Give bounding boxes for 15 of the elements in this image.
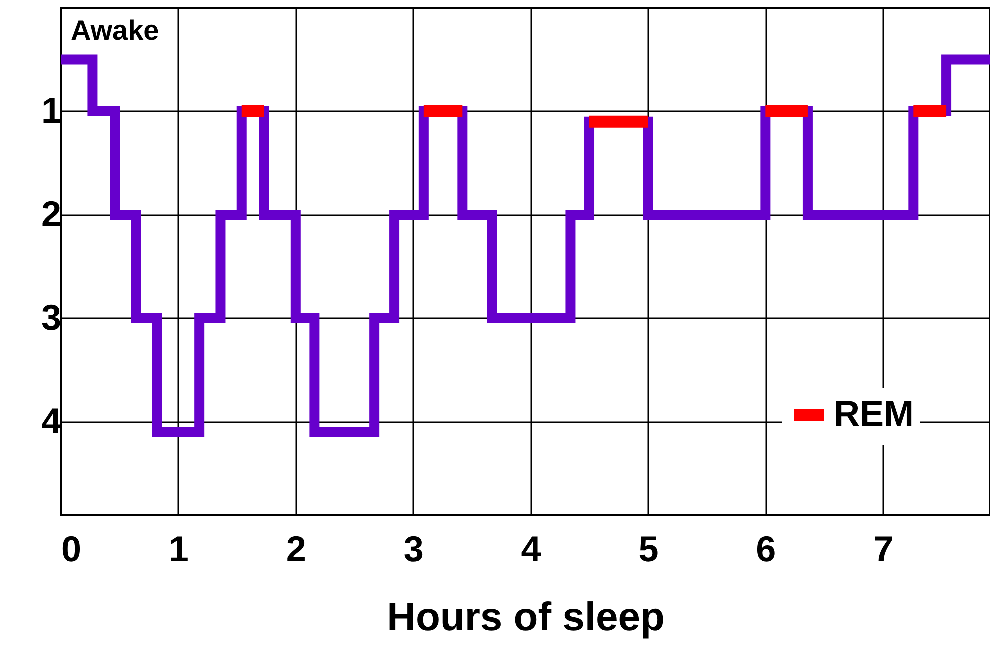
y-tick-label: 2 — [41, 193, 62, 234]
x-axis-title: Hours of sleep — [387, 596, 665, 640]
y-tick-label: 3 — [41, 296, 62, 338]
x-tick-label: 0 — [62, 528, 82, 570]
y-tick-label: 1 — [41, 90, 62, 131]
x-tick-label: 7 — [874, 528, 894, 570]
x-tick-label: 1 — [168, 528, 189, 570]
x-tick-label: 5 — [638, 528, 659, 570]
y-tick-label: 4 — [41, 400, 62, 442]
x-tick-label: 3 — [404, 528, 424, 570]
legend-label: REM — [834, 393, 914, 434]
x-tick-label: 6 — [756, 528, 776, 570]
x-tick-label: 4 — [521, 528, 542, 570]
annotation: Awake — [71, 15, 160, 46]
x-tick-label: 2 — [286, 528, 306, 570]
